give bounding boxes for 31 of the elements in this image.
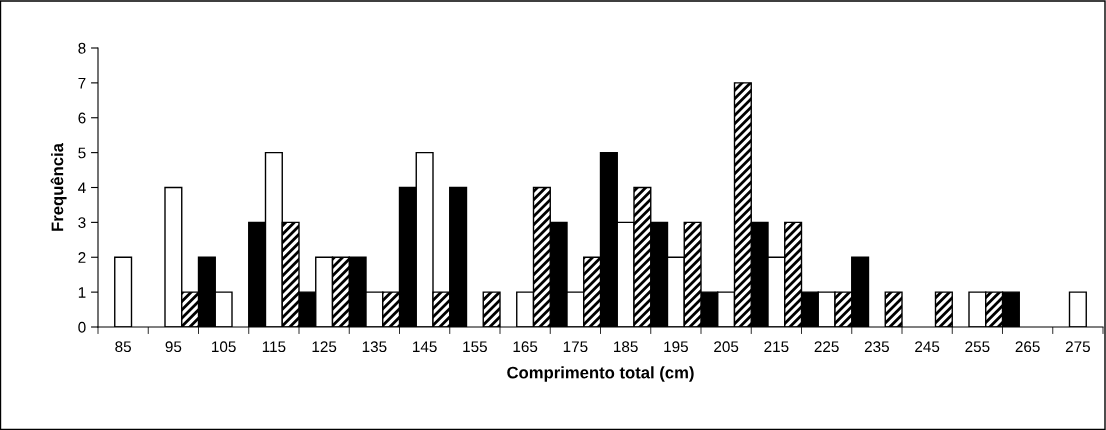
x-tick-label: 165 [513,341,538,353]
y-tick-label: 3 [78,217,86,229]
x-axis-title: Comprimento total (cm) [507,366,694,382]
x-tick-label: 115 [262,341,286,353]
y-tick-label: 7 [78,77,86,89]
x-tick-label: 135 [362,341,387,353]
x-tick-label: 215 [764,341,789,353]
x-tick-label: 105 [212,341,236,353]
y-tick-label: 1 [78,287,86,298]
x-tick-label: 265 [1015,341,1040,353]
x-tick-label: 195 [664,341,688,353]
x-tick-label: 275 [1065,341,1090,353]
y-axis-title: Frequência [50,142,67,231]
x-tick-label: 185 [614,341,638,353]
x-tick-label: 125 [312,341,337,353]
y-tick-label: 5 [78,147,86,159]
y-tick-label: 0 [78,321,86,333]
x-tick-label: 245 [915,341,940,353]
x-tick-label: 145 [413,341,437,353]
y-tick-label: 6 [78,112,86,124]
x-tick-label: 175 [563,341,588,353]
x-tick-label: 95 [165,341,182,353]
y-tick-label: 4 [78,182,86,194]
x-tick-label: 205 [714,341,739,353]
x-tick-label: 85 [115,341,131,353]
x-tick-label: 155 [463,341,487,353]
x-tick-label: 225 [814,341,839,353]
x-tick-label: 255 [965,341,990,353]
y-tick-label: 8 [78,42,86,54]
y-tick-label: 2 [78,252,86,263]
x-tick-label: 235 [864,341,889,353]
